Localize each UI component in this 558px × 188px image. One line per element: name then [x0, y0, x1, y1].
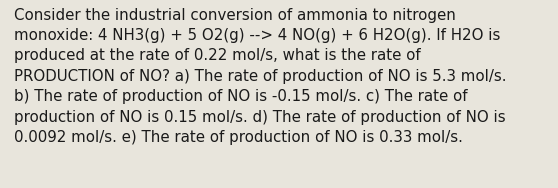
Text: Consider the industrial conversion of ammonia to nitrogen
monoxide: 4 NH3(g) + 5: Consider the industrial conversion of am… — [14, 8, 507, 145]
